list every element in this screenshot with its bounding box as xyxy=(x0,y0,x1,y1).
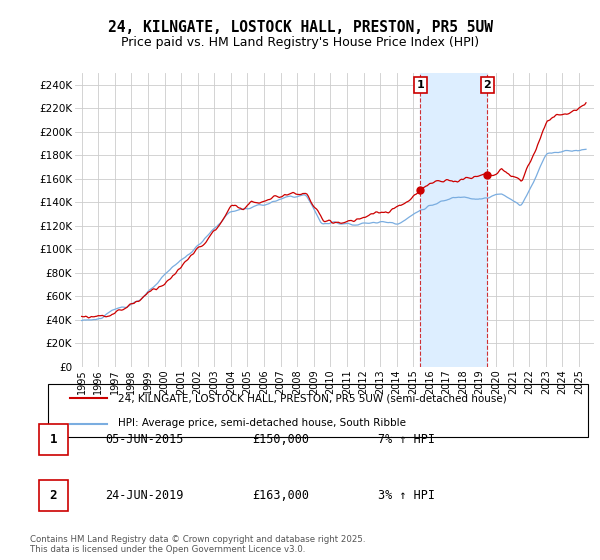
Text: 2: 2 xyxy=(484,80,491,90)
Text: 24-JUN-2019: 24-JUN-2019 xyxy=(105,489,184,502)
Text: HPI: Average price, semi-detached house, South Ribble: HPI: Average price, semi-detached house,… xyxy=(118,418,406,428)
Text: 3% ↑ HPI: 3% ↑ HPI xyxy=(378,489,435,502)
Text: 24, KILNGATE, LOSTOCK HALL, PRESTON, PR5 5UW: 24, KILNGATE, LOSTOCK HALL, PRESTON, PR5… xyxy=(107,20,493,35)
Bar xyxy=(420,73,487,367)
Text: Price paid vs. HM Land Registry's House Price Index (HPI): Price paid vs. HM Land Registry's House … xyxy=(121,36,479,49)
Text: 1: 1 xyxy=(50,433,57,446)
Text: £163,000: £163,000 xyxy=(252,489,309,502)
Text: 24, KILNGATE, LOSTOCK HALL, PRESTON, PR5 5UW (semi-detached house): 24, KILNGATE, LOSTOCK HALL, PRESTON, PR5… xyxy=(118,394,507,404)
Text: 7% ↑ HPI: 7% ↑ HPI xyxy=(378,433,435,446)
Text: 05-JUN-2015: 05-JUN-2015 xyxy=(105,433,184,446)
Text: Contains HM Land Registry data © Crown copyright and database right 2025.
This d: Contains HM Land Registry data © Crown c… xyxy=(30,535,365,554)
Text: 1: 1 xyxy=(416,80,424,90)
Text: £150,000: £150,000 xyxy=(252,433,309,446)
Text: 2: 2 xyxy=(50,489,57,502)
